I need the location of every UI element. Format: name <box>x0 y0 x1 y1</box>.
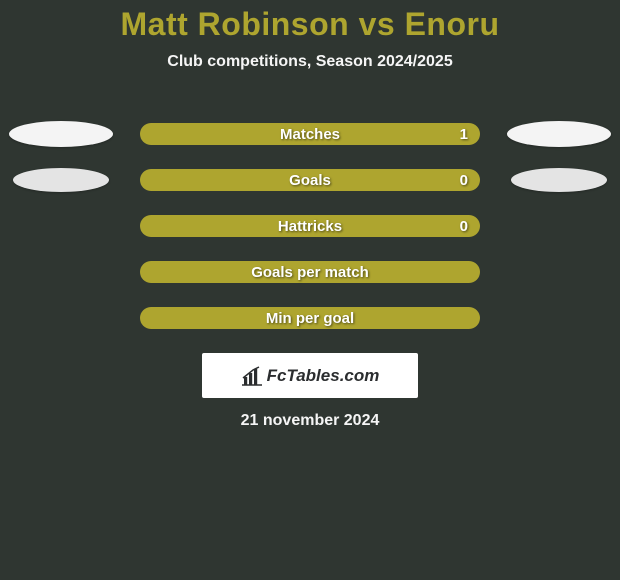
stat-bar: Matches1 <box>140 123 480 145</box>
stat-row: Min per goal <box>0 295 620 341</box>
right-chip <box>511 168 607 192</box>
subtitle: Club competitions, Season 2024/2025 <box>0 53 620 71</box>
date-text: 21 november 2024 <box>0 412 620 430</box>
source-logo: FcTables.com <box>202 353 418 398</box>
stat-value: 0 <box>460 218 468 235</box>
stat-label: Min per goal <box>140 310 480 327</box>
stat-row: Matches1 <box>0 111 620 157</box>
stat-label: Matches <box>140 126 480 143</box>
stat-value: 1 <box>460 126 468 143</box>
stat-row: Goals per match <box>0 249 620 295</box>
stat-row: Goals0 <box>0 157 620 203</box>
left-chip-wrap <box>6 121 116 147</box>
comparison-card: Matt Robinson vs Enoru Club competitions… <box>0 0 620 580</box>
left-chip <box>9 121 113 147</box>
stat-bar: Min per goal <box>140 307 480 329</box>
stat-row: Hattricks0 <box>0 203 620 249</box>
stat-label: Goals <box>140 172 480 189</box>
left-chip-wrap <box>6 168 116 192</box>
stat-bar: Goals0 <box>140 169 480 191</box>
right-chip-wrap <box>504 121 614 147</box>
right-chip-wrap <box>504 168 614 192</box>
stat-bar: Goals per match <box>140 261 480 283</box>
stats-list: Matches1Goals0Hattricks0Goals per matchM… <box>0 111 620 341</box>
bar-chart-icon <box>241 366 263 386</box>
logo-text: FcTables.com <box>267 366 380 386</box>
stat-label: Goals per match <box>140 264 480 281</box>
stat-label: Hattricks <box>140 218 480 235</box>
right-chip <box>507 121 611 147</box>
page-title: Matt Robinson vs Enoru <box>0 6 620 43</box>
stat-value: 0 <box>460 172 468 189</box>
stat-bar: Hattricks0 <box>140 215 480 237</box>
left-chip <box>13 168 109 192</box>
